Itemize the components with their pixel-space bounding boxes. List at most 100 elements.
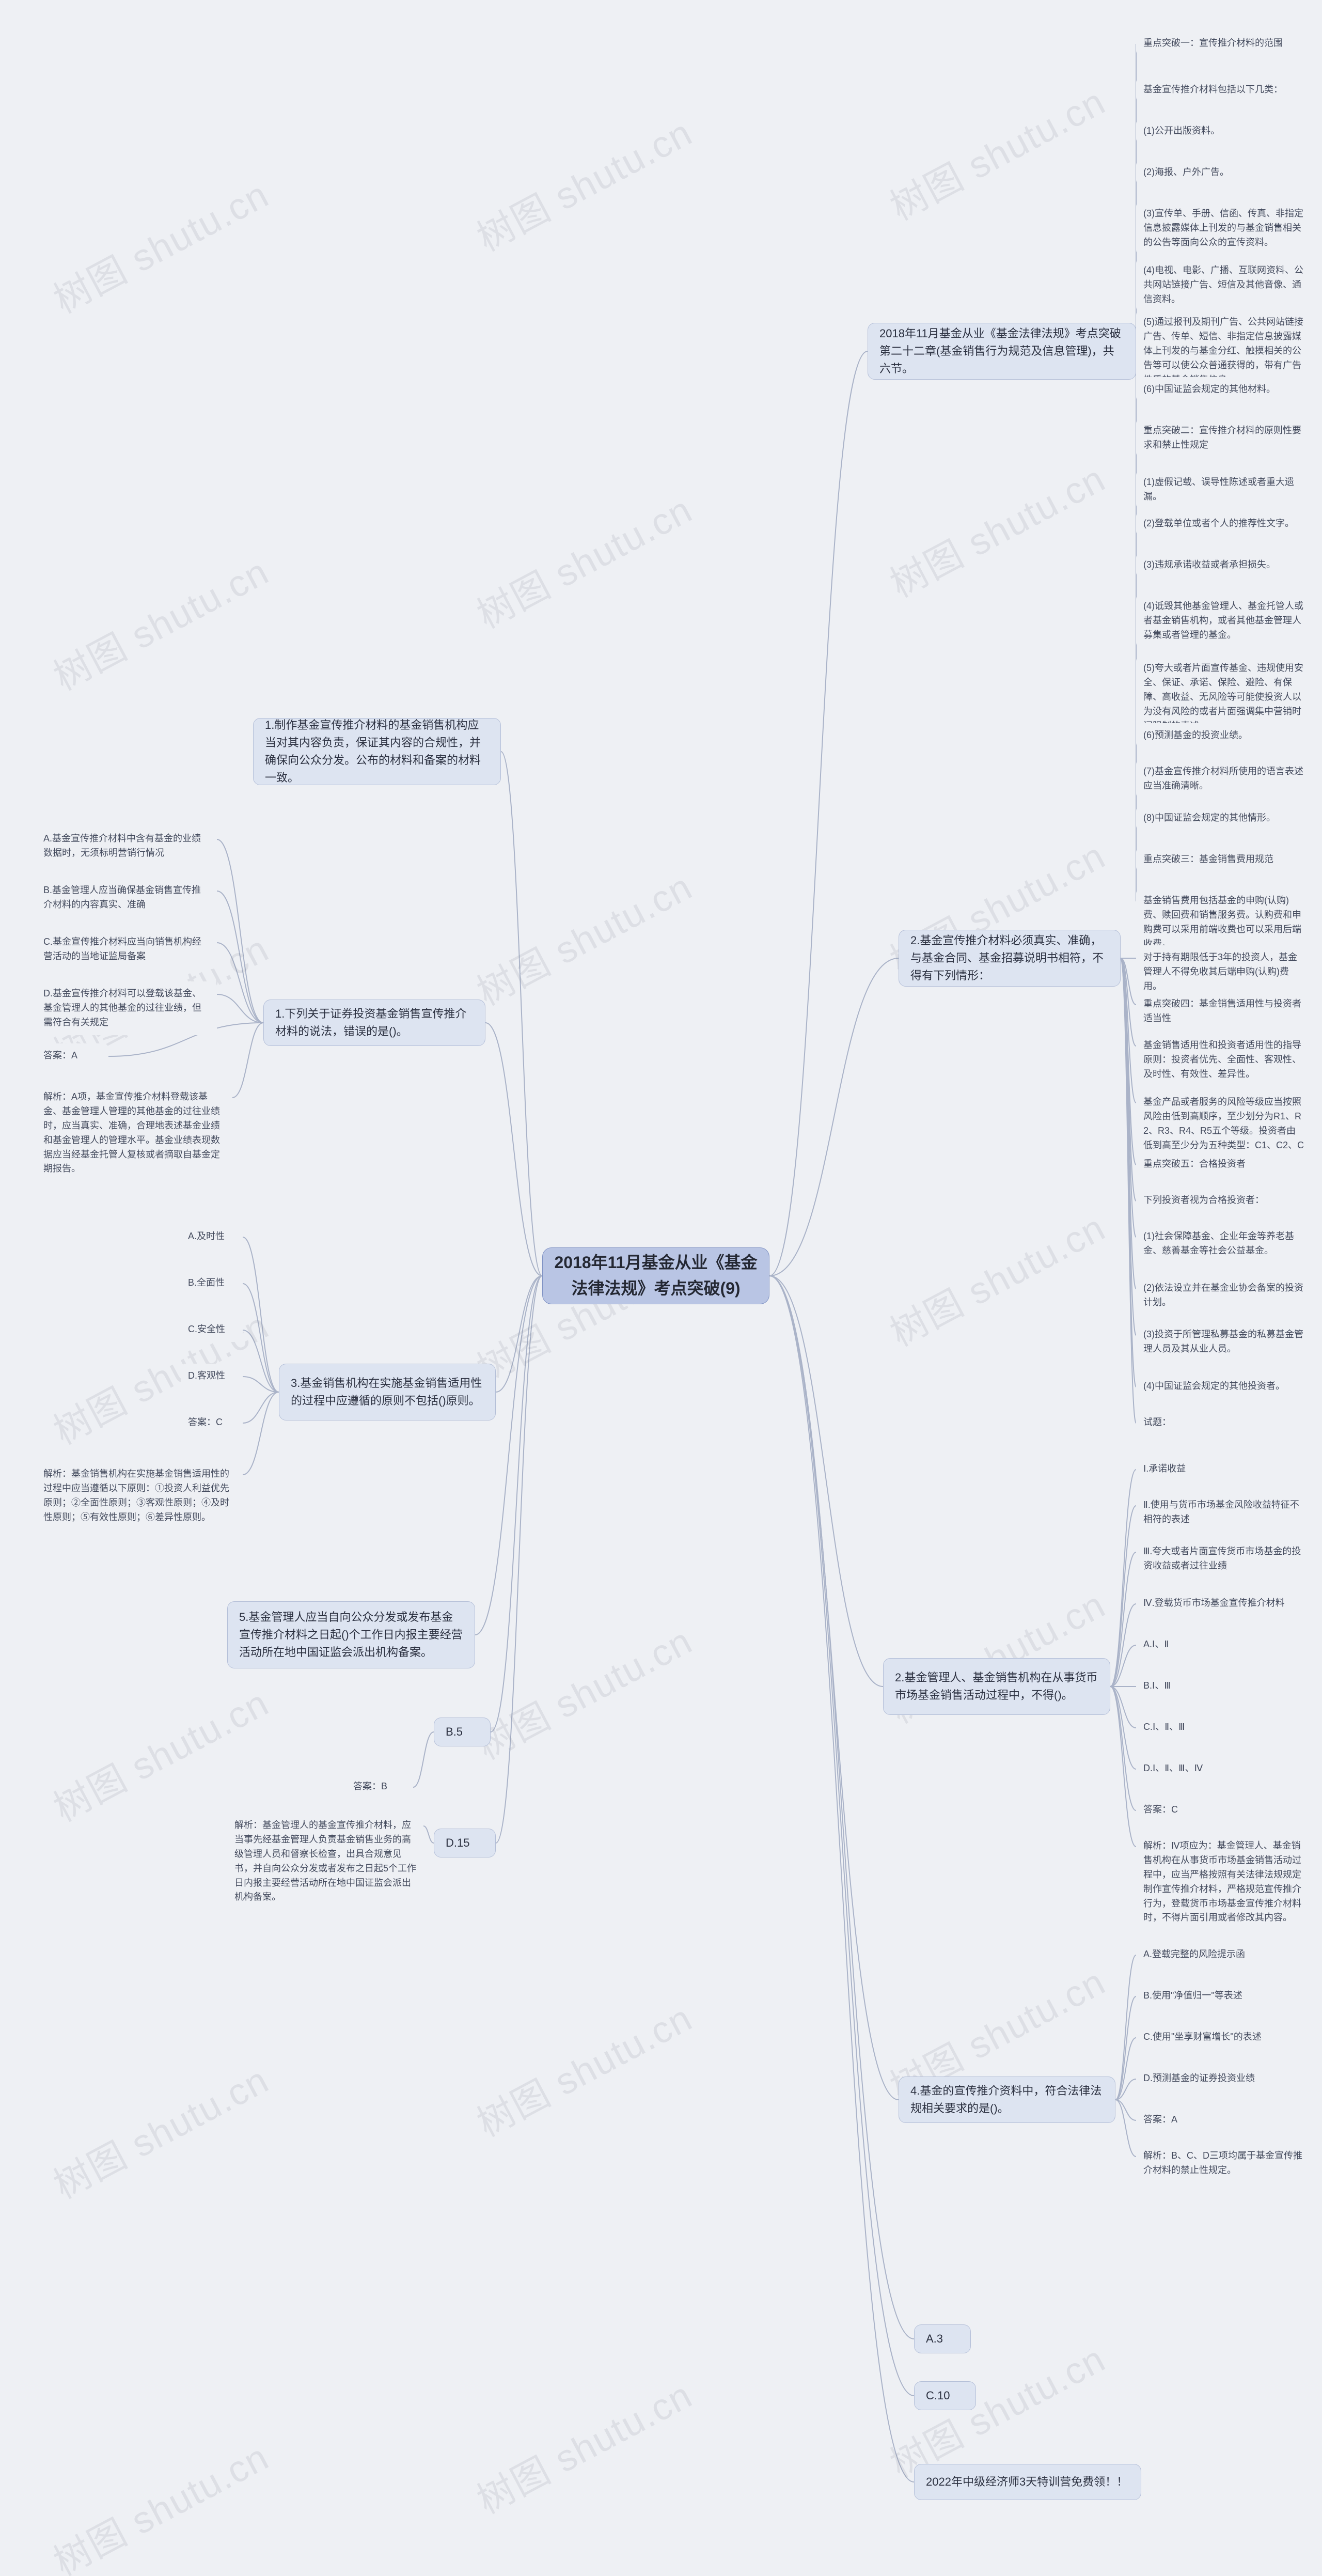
edge — [1115, 2100, 1136, 2157]
node-l5a[interactable]: 答案：B — [346, 1774, 413, 1799]
node-l2c[interactable]: C.基金宣传推介材料应当向销售机构经营活动的当地证监局备案 — [36, 930, 217, 969]
node-r1e[interactable]: (3)宣传单、手册、信函、传真、非指定信息披露媒体上刊发的与基金销售相关的公告等… — [1136, 201, 1312, 255]
edge — [1121, 958, 1136, 1237]
edge — [1110, 1552, 1136, 1687]
watermark: 树图 shutu.cn — [466, 1611, 700, 1770]
node-r1u[interactable]: 重点突破四：基金销售适用性与投资者适当性 — [1136, 992, 1312, 1031]
node-r3i[interactable]: 答案：C — [1136, 1798, 1208, 1822]
node-r3[interactable]: 2.基金管理人、基金销售机构在从事货币市场基金销售活动过程中，不得()。 — [883, 1658, 1110, 1715]
node-r5[interactable]: A.3 — [914, 2324, 971, 2353]
watermark: 树图 shutu.cn — [466, 480, 700, 639]
node-l6[interactable]: D.15 — [434, 1829, 496, 1857]
node-l5b[interactable]: 解析：基金管理人的基金宣传推介材料，应当事先经基金管理人负责基金销售业务的高级管… — [227, 1813, 423, 1910]
edge — [217, 994, 263, 1023]
node-r1a[interactable]: 重点突破一：宣传推介材料的范围 — [1136, 31, 1307, 56]
node-l3a[interactable]: A.及时性 — [181, 1224, 243, 1249]
node-r1i[interactable]: 重点突破二：宣传推介材料的原则性要求和禁止性规定 — [1136, 418, 1312, 458]
node-r1p[interactable]: (7)基金宣传推介材料所使用的语言表述应当准确清晰。 — [1136, 759, 1312, 799]
watermark: 树图 shutu.cn — [466, 857, 700, 1016]
node-l3e[interactable]: 答案：C — [181, 1410, 243, 1435]
node-l4[interactable]: 5.基金管理人应当自向公众分发或发布基金宣传推介材料之日起()个工作日内报主要经… — [227, 1601, 475, 1668]
node-l2a[interactable]: A.基金宣传推介材料中含有基金的业绩数据时，无须标明营销行情况 — [36, 826, 217, 866]
node-r3c[interactable]: Ⅲ.夸大或者片面宣传货币市场基金的投资收益或者过往业绩 — [1136, 1539, 1312, 1579]
node-r1v[interactable]: 基金销售适用性和投资者适用性的指导原则：投资者优先、全面性、客观性、及时性、有效… — [1136, 1033, 1312, 1087]
node-r7[interactable]: 2022年中级经济师3天特训营免费领！！ — [914, 2464, 1141, 2500]
node-r4a[interactable]: A.登载完整的风险提示函 — [1136, 1942, 1281, 1967]
node-r3h[interactable]: D.Ⅰ、Ⅱ、Ⅲ、Ⅳ — [1136, 1756, 1229, 1781]
node-r1r[interactable]: 重点突破三：基金销售费用规范 — [1136, 847, 1301, 872]
node-r4b[interactable]: B.使用"净值归一"等表述 — [1136, 1984, 1281, 2008]
edge — [1115, 1996, 1136, 2100]
edge — [1115, 2038, 1136, 2100]
node-l3f[interactable]: 解析：基金销售机构在实施基金销售适用性的过程中应当遵循以下原则：①投资人利益优先… — [36, 1462, 243, 1530]
node-r2[interactable]: 2.基金宣传推介材料必须真实、准确，与基金合同、基金招募说明书相符，不得有下列情… — [899, 930, 1121, 987]
edge — [243, 1392, 279, 1475]
node-r1b[interactable]: 基金宣传推介材料包括以下几类： — [1136, 77, 1307, 102]
node-r1[interactable]: 2018年11月基金从业《基金法律法规》考点突破第二十二章(基金销售行为规范及信… — [868, 323, 1136, 380]
edge — [1115, 2100, 1136, 2120]
edge — [423, 1826, 434, 1843]
node-r3b[interactable]: Ⅱ.使用与货币市场基金风险收益特征不相符的表述 — [1136, 1493, 1312, 1532]
node-r1d[interactable]: (2)海报、户外广告。 — [1136, 160, 1270, 185]
node-r3f[interactable]: B.Ⅰ、Ⅲ — [1136, 1674, 1208, 1698]
node-r1l[interactable]: (3)违规承诺收益或者承担损失。 — [1136, 553, 1301, 577]
node-l5[interactable]: B.5 — [434, 1718, 491, 1746]
edge — [485, 1023, 542, 1276]
node-l2d[interactable]: D.基金宣传推介材料可以登载该基金、基金管理人的其他基金的过往业绩，但需符合有关… — [36, 981, 217, 1035]
node-r1j[interactable]: (1)虚假记载、误导性陈述或者重大遗漏。 — [1136, 470, 1312, 509]
node-r1z1[interactable]: (2)依法设立并在基金业协会备案的投资计划。 — [1136, 1276, 1312, 1315]
node-r4e[interactable]: 答案：A — [1136, 2107, 1208, 2132]
watermark: 树图 shutu.cn — [42, 2427, 277, 2576]
node-l2e[interactable]: 答案：A — [36, 1043, 108, 1068]
node-r1z3[interactable]: (4)中国证监会规定的其他投资者。 — [1136, 1374, 1301, 1399]
node-l3c[interactable]: C.安全性 — [181, 1317, 243, 1342]
edge — [769, 1276, 914, 2339]
edge — [243, 1377, 279, 1392]
node-r1z4[interactable]: 试题： — [1136, 1410, 1198, 1435]
node-r1t[interactable]: 对于持有期限低于3年的投资人，基金管理人不得免收其后端申购(认购)费用。 — [1136, 945, 1312, 999]
node-r1c[interactable]: (1)公开出版资料。 — [1136, 119, 1260, 144]
node-r1x[interactable]: 重点突破五：合格投资者 — [1136, 1152, 1281, 1177]
edge — [1110, 1645, 1136, 1687]
node-r1m[interactable]: (4)诋毁其他基金管理人、基金托管人或者基金销售机构，或者其他基金管理人募集或者… — [1136, 594, 1312, 648]
edge — [1110, 1687, 1136, 1769]
node-r1h[interactable]: (6)中国证监会规定的其他材料。 — [1136, 377, 1301, 402]
edge — [1121, 958, 1136, 1423]
node-l2[interactable]: 1.下列关于证券投资基金销售宣传推介材料的说法，错误的是()。 — [263, 1000, 485, 1046]
node-r4[interactable]: 4.基金的宣传推介资料中，符合法律法规相关要求的是()。 — [899, 2077, 1115, 2123]
edge — [1110, 1687, 1136, 1810]
node-r3d[interactable]: Ⅳ.登载货币市场基金宣传推介材料 — [1136, 1591, 1301, 1616]
node-l3d[interactable]: D.客观性 — [181, 1364, 243, 1388]
node-l2b[interactable]: B.基金管理人应当确保基金销售宣传推介材料的内容真实、准确 — [36, 878, 217, 917]
watermark: 树图 shutu.cn — [879, 1198, 1113, 1357]
node-root[interactable]: 2018年11月基金从业《基金法律法规》考点突破(9) — [542, 1247, 769, 1304]
node-l3[interactable]: 3.基金销售机构在实施基金销售适用性的过程中应遵循的原则不包括()原则。 — [279, 1364, 496, 1420]
edge — [243, 1392, 279, 1423]
edge — [1121, 958, 1136, 1387]
node-l3b[interactable]: B.全面性 — [181, 1271, 243, 1295]
node-r3a[interactable]: Ⅰ.承诺收益 — [1136, 1457, 1239, 1481]
node-r4f[interactable]: 解析：B、C、D三项均属于基金宣传推介材料的禁止性规定。 — [1136, 2144, 1312, 2183]
node-r1f[interactable]: (4)电视、电影、广播、互联网资料、公共网站链接广告、短信及其他音像、通信资料。 — [1136, 258, 1312, 312]
node-r1o[interactable]: (6)预测基金的投资业绩。 — [1136, 723, 1281, 748]
node-r1k[interactable]: (2)登载单位或者个人的推荐性文字。 — [1136, 511, 1312, 536]
watermark: 树图 shutu.cn — [42, 165, 277, 324]
node-r1q[interactable]: (8)中国证监会规定的其他情形。 — [1136, 806, 1301, 831]
node-l2f[interactable]: 解析：A项，基金宣传推介材料登载该基金、基金管理人管理的其他基金的过往业绩时，应… — [36, 1085, 232, 1181]
node-r6[interactable]: C.10 — [914, 2381, 976, 2410]
node-r3e[interactable]: A.Ⅰ、Ⅱ — [1136, 1632, 1208, 1657]
edge — [1121, 958, 1136, 1103]
node-r1z0[interactable]: (1)社会保障基金、企业年金等养老基金、慈善基金等社会公益基金。 — [1136, 1224, 1312, 1263]
edge — [1121, 958, 1136, 1201]
node-r4c[interactable]: C.使用"坐享财富增长"的表述 — [1136, 2025, 1291, 2050]
edge — [1115, 2079, 1136, 2100]
node-l1[interactable]: 1.制作基金宣传推介材料的基金销售机构应当对其内容负责，保证其内容的合规性，并确… — [253, 718, 501, 785]
edge — [501, 752, 542, 1276]
node-r3g[interactable]: C.Ⅰ、Ⅱ、Ⅲ — [1136, 1715, 1219, 1740]
edge — [1115, 1955, 1136, 2100]
edge — [1121, 958, 1136, 1165]
node-r1y[interactable]: 下列投资者视为合格投资者： — [1136, 1188, 1291, 1213]
node-r4d[interactable]: D.预测基金的证券投资业绩 — [1136, 2066, 1286, 2091]
node-r1z2[interactable]: (3)投资于所管理私募基金的私募基金管理人员及其从业人员。 — [1136, 1322, 1312, 1362]
node-r3j[interactable]: 解析：Ⅳ项应为：基金管理人、基金销售机构在从事货币市场基金销售活动过程中，应当严… — [1136, 1834, 1312, 1930]
